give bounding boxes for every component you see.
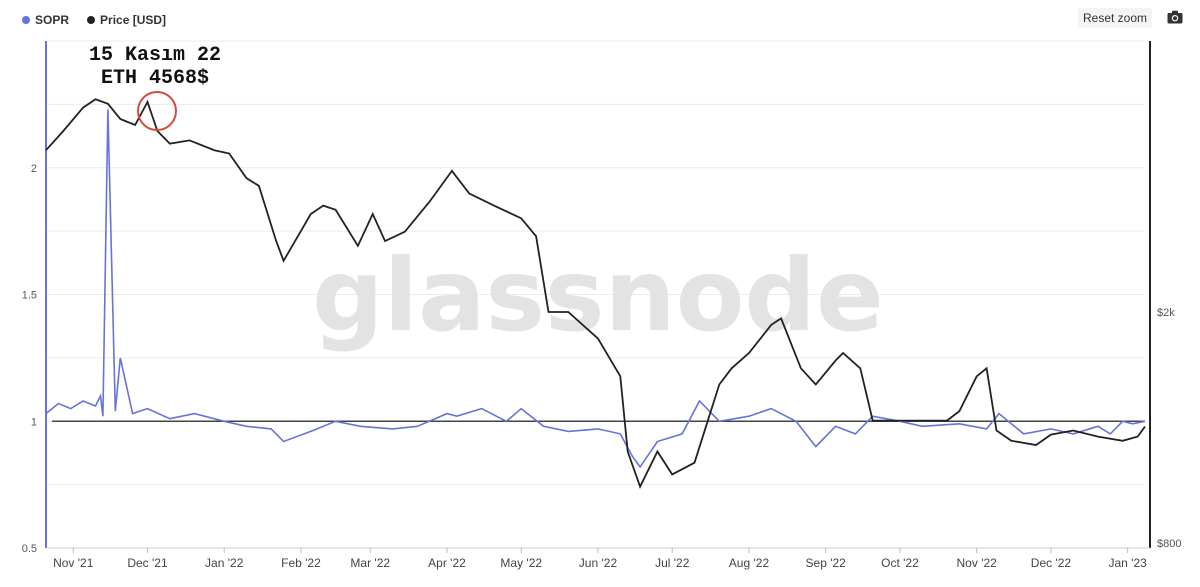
left-tick-label: 0.5	[22, 543, 37, 555]
x-tick-label: Oct '22	[881, 556, 919, 570]
annotation-date: 15 Kasım 22	[88, 44, 222, 67]
right-tick-label: $2k	[1157, 307, 1175, 319]
x-tick-label: Jun '22	[579, 556, 618, 570]
peak-highlight-circle	[137, 91, 177, 131]
x-tick-label: Nov '21	[53, 556, 94, 570]
sopr-series-line[interactable]	[45, 109, 1146, 469]
left-tick-label: 1.5	[22, 290, 37, 302]
legend-label-sopr: SOPR	[35, 13, 70, 27]
left-tick-label: 1	[31, 416, 37, 428]
legend: SOPR Price [USD]	[22, 13, 166, 27]
x-tick-label: Jan '22	[205, 556, 244, 570]
x-tick-label: Jul '22	[655, 556, 690, 570]
legend-item-sopr[interactable]: SOPR	[22, 13, 69, 27]
left-axis-ticks: 0.5 1 1.5 2	[22, 163, 37, 555]
left-tick-label: 2	[31, 163, 37, 175]
x-tick-label: Dec '21	[127, 556, 168, 570]
x-tick-label: Nov '22	[957, 556, 998, 570]
x-tick-label: Aug '22	[729, 556, 770, 570]
legend-item-price[interactable]: Price [USD]	[87, 13, 166, 27]
x-tick-label: Dec '22	[1031, 556, 1072, 570]
right-tick-label: $800	[1157, 538, 1181, 550]
camera-icon[interactable]	[1167, 10, 1183, 24]
x-tick-label: Feb '22	[281, 556, 321, 570]
x-tick-label: Apr '22	[428, 556, 466, 570]
x-tick-label: Jan '23	[1109, 556, 1148, 570]
reset-zoom-button[interactable]: Reset zoom	[1078, 8, 1152, 28]
legend-dot-sopr	[22, 16, 30, 24]
right-axis-ticks: $800 $2k	[1157, 307, 1181, 550]
watermark: glassnode	[312, 237, 884, 354]
x-tick-label: May '22	[500, 556, 542, 570]
x-axis-ticks: Nov '21 Dec '21 Jan '22 Feb '22 Mar '22 Apr '…	[53, 548, 1147, 570]
x-tick-label: Mar '22	[350, 556, 390, 570]
x-tick-label: Sep '22	[806, 556, 847, 570]
price-series-line[interactable]	[45, 98, 1146, 490]
annotation-price: ETH 4568$	[100, 67, 210, 90]
legend-label-price: Price [USD]	[100, 13, 167, 27]
legend-dot-price	[87, 16, 96, 24]
